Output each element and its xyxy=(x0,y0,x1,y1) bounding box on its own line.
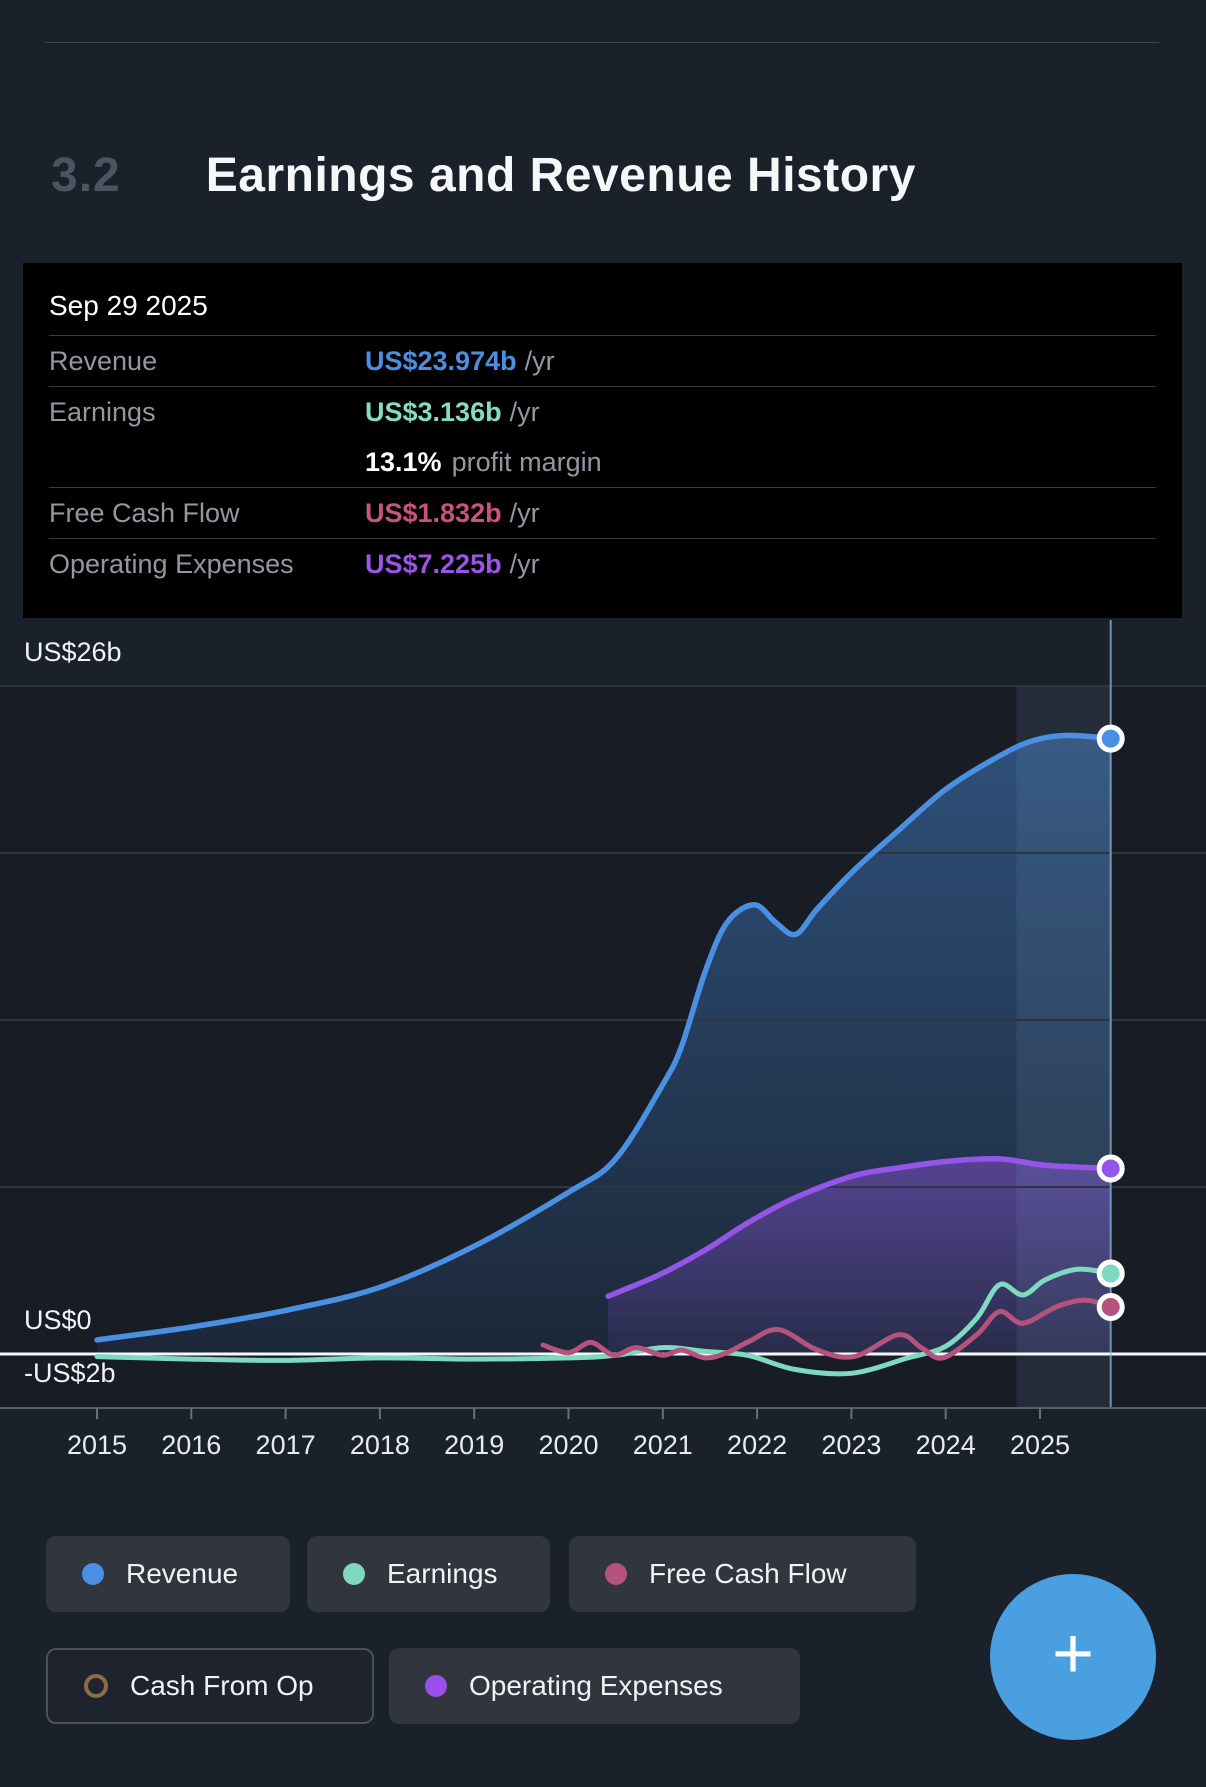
section-header: 3.2 Earnings and Revenue History xyxy=(51,148,1161,203)
tooltip-suffix: /yr xyxy=(509,497,540,528)
tooltip-row-free-cash-flow: Free Cash Flow US$1.832b /yr xyxy=(49,487,1156,538)
legend-label: Cash From Op xyxy=(130,1670,314,1701)
section-number: 3.2 xyxy=(51,149,121,202)
profit-margin-label: profit margin xyxy=(451,446,602,477)
x-axis-label: 2019 xyxy=(444,1430,505,1460)
profit-margin-value: 13.1% xyxy=(365,446,442,477)
x-axis-label: 2022 xyxy=(727,1430,788,1460)
tooltip-label: Earnings xyxy=(49,396,156,427)
legend-label: Operating Expenses xyxy=(469,1670,723,1701)
y-axis-label-bottom: -US$2b xyxy=(24,1358,116,1388)
x-axis-label: 2024 xyxy=(915,1430,976,1460)
legend-button-cash-from-op[interactable]: Cash From Op xyxy=(46,1648,374,1724)
free-cash-flow-dot-icon xyxy=(605,1563,627,1585)
legend-label: Earnings xyxy=(387,1558,498,1589)
revenue-dot-icon xyxy=(82,1563,104,1585)
tooltip-value: US$23.974b xyxy=(365,345,517,376)
cash-from-op-ring-icon xyxy=(84,1674,108,1698)
x-axis-label: 2021 xyxy=(632,1430,693,1460)
page-title: Earnings and Revenue History xyxy=(205,149,916,202)
tooltip-date: Sep 29 2025 xyxy=(49,290,208,321)
x-axis-label: 2020 xyxy=(538,1430,599,1460)
legend-button-free-cash-flow[interactable]: Free Cash Flow xyxy=(569,1536,916,1612)
earnings-dot-icon xyxy=(343,1563,365,1585)
tooltip-row-operating-expenses: Operating Expenses US$7.225b /yr xyxy=(49,538,1156,589)
x-axis-label: 2017 xyxy=(255,1430,316,1460)
chart-tooltip: Sep 29 2025 Revenue US$23.974b /yr Earni… xyxy=(23,263,1182,618)
tooltip-row-profit-margin: 13.1% profit margin xyxy=(49,437,1156,487)
legend-label: Free Cash Flow xyxy=(649,1558,847,1589)
legend-label: Revenue xyxy=(126,1558,239,1589)
tooltip-row-revenue: Revenue US$23.974b /yr xyxy=(49,335,1156,386)
plus-icon: + xyxy=(1051,1614,1095,1694)
tooltip-label: Revenue xyxy=(49,345,158,376)
legend-button-revenue[interactable]: Revenue xyxy=(46,1536,290,1612)
tooltip-row-earnings: Earnings US$3.136b /yr xyxy=(49,386,1156,437)
tooltip-suffix: /yr xyxy=(509,396,540,427)
operating-expenses-dot-icon xyxy=(425,1675,447,1697)
tooltip-value: US$1.832b xyxy=(365,497,502,528)
tooltip-value: US$7.225b xyxy=(365,548,502,579)
x-axis-label: 2016 xyxy=(161,1430,222,1460)
y-axis-label-zero: US$0 xyxy=(24,1305,92,1335)
legend-button-operating-expenses[interactable]: Operating Expenses xyxy=(389,1648,800,1724)
add-button[interactable]: + xyxy=(990,1574,1156,1740)
x-axis-label: 2023 xyxy=(821,1430,882,1460)
tooltip-suffix: /yr xyxy=(509,548,540,579)
top-divider xyxy=(45,42,1159,43)
tooltip-label: Free Cash Flow xyxy=(49,497,240,528)
x-axis-label: 2018 xyxy=(349,1430,410,1460)
legend-button-earnings[interactable]: Earnings xyxy=(307,1536,550,1612)
tooltip-label: Operating Expenses xyxy=(49,548,294,579)
tooltip-value: US$3.136b xyxy=(365,396,502,427)
x-axis-label: 2025 xyxy=(1009,1430,1071,1460)
x-axis-label: 2015 xyxy=(66,1430,128,1460)
y-axis-label-top: US$26b xyxy=(24,637,122,667)
tooltip-suffix: /yr xyxy=(524,345,555,376)
